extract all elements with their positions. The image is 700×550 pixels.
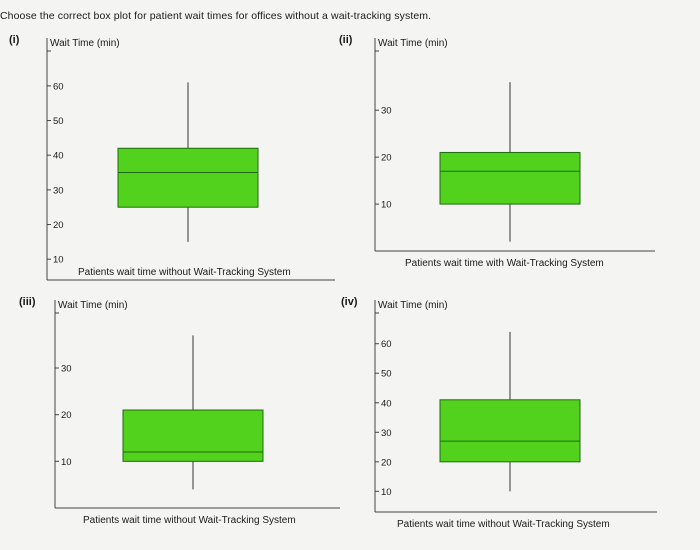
y-tick-label: 10 bbox=[381, 487, 392, 498]
iqr-box bbox=[439, 399, 581, 463]
boxplot-chart: Wait Time (min) 10 20 30 Patients wait time … bbox=[54, 300, 340, 526]
x-axis-label: Patients wait time without Wait-Tracking… bbox=[397, 519, 610, 530]
y-tick-label: 30 bbox=[381, 428, 392, 439]
y-tick-label: 50 bbox=[53, 116, 64, 127]
panel-label: (ii) bbox=[339, 34, 353, 46]
y-tick-label: 60 bbox=[53, 81, 64, 92]
y-tick-label: 30 bbox=[61, 364, 72, 375]
question-text: Choose the correct box plot for patient … bbox=[0, 10, 432, 22]
iqr-box bbox=[122, 409, 264, 462]
panel-i[interactable]: (i) Wait Time (min) 10 20 30 40 50 60 Patients … bbox=[5, 28, 345, 288]
boxplot-chart: Wait Time (min) 10 20 30 40 50 60 Patients wait… bbox=[46, 38, 335, 281]
y-tick-label: 20 bbox=[381, 153, 392, 164]
x-axis-label: Patients wait time with Wait-Tracking Sy… bbox=[405, 258, 604, 269]
panel-label: (i) bbox=[9, 34, 20, 46]
iqr-box bbox=[117, 147, 259, 208]
y-axis-label: Wait Time (min) bbox=[50, 38, 120, 49]
y-tick-label: 20 bbox=[61, 410, 72, 421]
y-tick-label: 40 bbox=[53, 151, 64, 162]
y-tick-label: 10 bbox=[381, 200, 392, 211]
panel-label: (iv) bbox=[341, 296, 358, 308]
y-tick-label: 30 bbox=[381, 106, 392, 117]
y-tick-label: 20 bbox=[53, 220, 64, 231]
y-tick-label: 60 bbox=[381, 339, 392, 350]
y-tick-label: 10 bbox=[53, 255, 64, 266]
panel-label: (iii) bbox=[19, 296, 36, 308]
boxplot-chart: Wait Time (min) 10 20 30 40 50 60 Patients wait… bbox=[374, 300, 657, 530]
y-axis-label: Wait Time (min) bbox=[378, 300, 448, 311]
y-tick-label: 50 bbox=[381, 369, 392, 380]
y-tick-label: 20 bbox=[381, 457, 392, 468]
x-axis-label: Patients wait time without Wait-Tracking… bbox=[78, 267, 291, 278]
iqr-box bbox=[439, 151, 581, 205]
panel-ii[interactable]: (ii) Wait Time (min) 10 20 30 Patients wait … bbox=[335, 28, 675, 288]
y-tick-label: 30 bbox=[53, 185, 64, 196]
y-axis-label: Wait Time (min) bbox=[378, 38, 448, 49]
x-axis-label: Patients wait time without Wait-Tracking… bbox=[83, 515, 296, 526]
y-tick-label: 10 bbox=[61, 457, 72, 468]
panel-iii[interactable]: (iii) Wait Time (min) 10 20 30 Patients wait… bbox=[15, 290, 355, 550]
boxplot-chart: Wait Time (min) 10 20 30 Patients wait time … bbox=[374, 38, 655, 269]
y-tick-label: 40 bbox=[381, 398, 392, 409]
y-axis-label: Wait Time (min) bbox=[58, 300, 128, 311]
panel-iv[interactable]: (iv) Wait Time (min) 10 20 30 40 50 60 Patients… bbox=[335, 290, 675, 550]
